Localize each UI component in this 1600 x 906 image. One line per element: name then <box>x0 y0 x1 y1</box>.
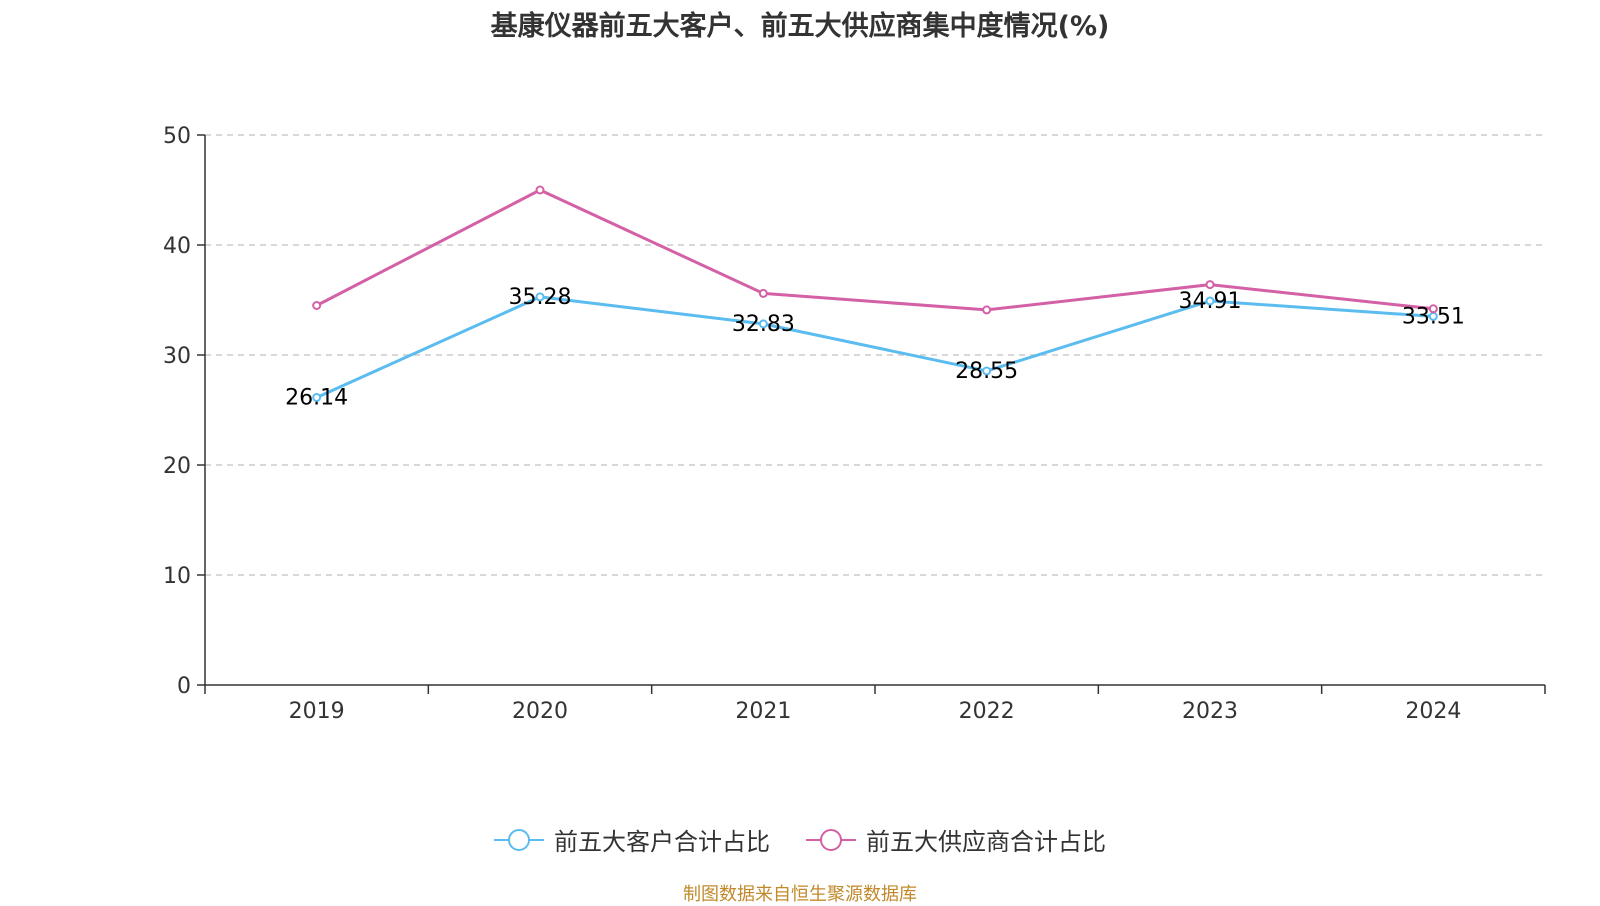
gridlines <box>205 134 1545 576</box>
y-tick-label: 30 <box>163 344 191 369</box>
source-note: 制图数据来自恒生聚源数据库 <box>683 884 917 905</box>
y-tick-label: 50 <box>163 124 191 149</box>
legend-label-customers: 前五大客户合计占比 <box>554 828 770 856</box>
data-label: 35.28 <box>509 285 572 310</box>
x-tick-label: 2024 <box>1405 699 1461 724</box>
y-tick-label: 10 <box>163 564 191 589</box>
data-point-1 <box>758 288 768 298</box>
data-point-0 <box>312 392 322 402</box>
data-point-1 <box>1428 304 1438 314</box>
x-tick-label: 2020 <box>512 699 568 724</box>
data-point-1 <box>535 185 545 195</box>
x-tick-label: 2022 <box>959 699 1015 724</box>
data-label: 26.14 <box>285 385 348 410</box>
y-tick-label: 40 <box>163 234 191 259</box>
data-point-1 <box>1205 280 1215 290</box>
series-line-1 <box>315 188 1434 312</box>
x-axis-ticks: 2019 2020 2021 2022 2023 2024 <box>204 685 1546 724</box>
data-label: 32.83 <box>732 312 795 337</box>
data-point-0 <box>1205 296 1215 306</box>
data-point-1 <box>982 305 992 315</box>
chart-title: 基康仪器前五大客户、前五大供应商集中度情况(%) <box>490 11 1110 42</box>
data-point-0 <box>758 319 768 329</box>
x-tick-label: 2023 <box>1182 699 1238 724</box>
legend-label-suppliers: 前五大供应商合计占比 <box>866 828 1106 856</box>
data-label: 34.91 <box>1179 289 1242 314</box>
data-point-1 <box>312 301 322 310</box>
legend-marker-suppliers <box>806 828 856 851</box>
data-label: 28.55 <box>955 359 1018 384</box>
legend-marker-customers <box>494 828 544 851</box>
legend-item-suppliers[interactable]: 前五大供应商合计占比 <box>806 822 1106 857</box>
y-tick-label: 0 <box>177 674 191 699</box>
x-tick-label: 2021 <box>735 699 791 724</box>
series-group <box>312 185 1438 402</box>
series-line-0 <box>316 295 1434 399</box>
data-labels: 26.14 35.28 32.83 28.55 34.91 33.51 <box>285 285 1465 411</box>
y-axis-ticks: 0 10 20 30 40 50 <box>163 124 205 699</box>
x-tick-label: 2019 <box>289 699 345 724</box>
y-tick-label: 20 <box>163 454 191 479</box>
axes <box>204 135 1545 686</box>
data-label: 33.51 <box>1402 304 1465 329</box>
legend-item-customers[interactable]: 前五大客户合计占比 <box>494 822 770 857</box>
data-point-0 <box>982 366 992 376</box>
legend[interactable]: 前五大客户合计占比 前五大供应商合计占比 <box>0 822 1600 857</box>
data-point-0 <box>535 292 545 302</box>
